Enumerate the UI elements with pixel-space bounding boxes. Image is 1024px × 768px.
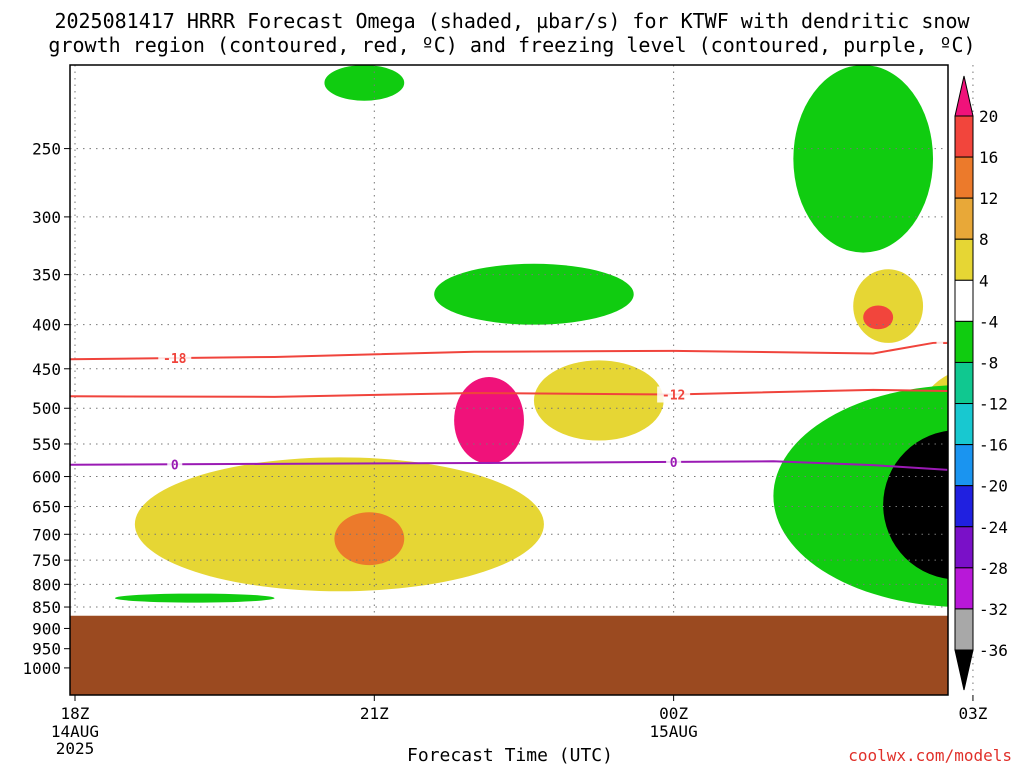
chart-title-line-1: 2025081417 HRRR Forecast Omega (shaded, … bbox=[54, 9, 970, 33]
colorbar-label: -24 bbox=[979, 518, 1008, 537]
y-tick-label: 300 bbox=[32, 208, 61, 227]
colorbar-bin bbox=[954, 238, 974, 281]
contour-label-bg bbox=[666, 453, 682, 470]
temperature-contours: -18-18-18-12-12000 bbox=[70, 334, 965, 473]
source-credit: coolwx.com/models bbox=[848, 746, 1012, 765]
y-tick-label: 600 bbox=[32, 468, 61, 487]
colorbar-label: -16 bbox=[979, 436, 1008, 455]
colorbar-label: -32 bbox=[979, 600, 1008, 619]
colorbar-label: -28 bbox=[979, 559, 1008, 578]
colorbar-label: -8 bbox=[979, 353, 998, 372]
y-tick-label: 800 bbox=[32, 575, 61, 594]
colorbar-bin bbox=[954, 608, 974, 651]
colorbar-bin bbox=[954, 485, 974, 528]
omega-region bbox=[533, 360, 664, 441]
contour-label-bg bbox=[657, 386, 691, 403]
omega-region bbox=[434, 263, 634, 325]
contour-label: -18 bbox=[941, 336, 965, 351]
x-tick-label: 18Z bbox=[61, 704, 90, 723]
y-tick-label: 250 bbox=[32, 140, 61, 159]
colorbar-bin bbox=[954, 444, 974, 487]
y-tick-label: 850 bbox=[32, 598, 61, 617]
y-tick-label: 700 bbox=[32, 525, 61, 544]
colorbar-bin bbox=[954, 197, 974, 240]
colorbar-label: -4 bbox=[979, 312, 998, 331]
colorbar-label: 20 bbox=[979, 107, 998, 126]
omega-region bbox=[114, 593, 275, 603]
colorbar-label: -20 bbox=[979, 477, 1008, 496]
x-axis-title: Forecast Time (UTC) bbox=[407, 745, 613, 766]
y-tick-label: 750 bbox=[32, 551, 61, 570]
y-tick-label: 950 bbox=[32, 640, 61, 659]
contour-label: 0 bbox=[171, 458, 179, 473]
colorbar-label: -36 bbox=[979, 641, 1008, 660]
y-tick-label: 650 bbox=[32, 498, 61, 517]
x-tick-sublabel: 2025 bbox=[56, 739, 95, 758]
colorbar: 20 16 12 8 4 -4 -8 -12 -16 -20 -24 -28 -32 -36 bbox=[954, 75, 1008, 691]
y-tick-label: 500 bbox=[32, 399, 61, 418]
colorbar-label: 16 bbox=[979, 148, 998, 167]
colorbar-bottom-arrow bbox=[954, 649, 974, 691]
contour-label-bg bbox=[158, 350, 192, 367]
colorbar-bin bbox=[954, 403, 974, 446]
y-tick-label: 1000 bbox=[22, 659, 61, 678]
contour-line bbox=[70, 460, 948, 471]
x-tick-label: 21Z bbox=[360, 704, 389, 723]
omega-region bbox=[863, 305, 894, 330]
terrain-fill bbox=[70, 615, 948, 695]
colorbar-bin bbox=[954, 279, 974, 322]
x-tick-sublabel: 15AUG bbox=[650, 722, 698, 741]
y-tick-label: 550 bbox=[32, 435, 61, 454]
colorbar-bin bbox=[954, 526, 974, 569]
colorbar-label: 12 bbox=[979, 189, 998, 208]
x-axis: 18Z14AUG202521Z00Z15AUG03Z06Z09Z bbox=[51, 695, 988, 758]
omega-region bbox=[793, 65, 934, 253]
y-tick-label: 400 bbox=[32, 316, 61, 335]
omega-region bbox=[334, 512, 405, 566]
chart-title-line-2: growth region (contoured, red, ºC) and f… bbox=[48, 33, 976, 57]
contour-line bbox=[70, 341, 948, 361]
omega-region bbox=[324, 65, 405, 101]
omega-region bbox=[853, 269, 924, 343]
colorbar-bin bbox=[954, 320, 974, 363]
omega-region bbox=[134, 457, 544, 592]
contour-label: -18 bbox=[163, 352, 187, 367]
colorbar-bin bbox=[954, 361, 974, 405]
colorbar-label: 8 bbox=[979, 230, 989, 249]
contour-label: -12 bbox=[662, 389, 685, 404]
y-axis: 250 300 350 400 450 500 550 600 650 700 750 800 850 9… bbox=[22, 140, 70, 678]
colorbar-top-arrow bbox=[954, 75, 974, 117]
plot-frame bbox=[69, 64, 949, 696]
colorbar-bin bbox=[954, 156, 974, 199]
omega-shading bbox=[114, 65, 948, 607]
colorbar-label: -12 bbox=[979, 395, 1008, 414]
contour-label-bg bbox=[167, 456, 183, 473]
colorbar-bin bbox=[954, 115, 974, 158]
y-tick-label: 900 bbox=[32, 619, 61, 638]
contour-label: 0 bbox=[670, 456, 678, 471]
x-tick-sublabel: 14AUG bbox=[51, 722, 99, 741]
colorbar-label: 4 bbox=[979, 271, 989, 290]
x-tick-label: 03Z bbox=[958, 704, 987, 723]
contour-label-bg bbox=[936, 334, 948, 351]
omega-region bbox=[454, 377, 524, 464]
colorbar-bin bbox=[954, 567, 974, 610]
y-tick-label: 350 bbox=[32, 266, 61, 285]
y-tick-label: 450 bbox=[32, 360, 61, 379]
x-tick-label: 00Z bbox=[659, 704, 688, 723]
contour-line bbox=[70, 388, 948, 398]
